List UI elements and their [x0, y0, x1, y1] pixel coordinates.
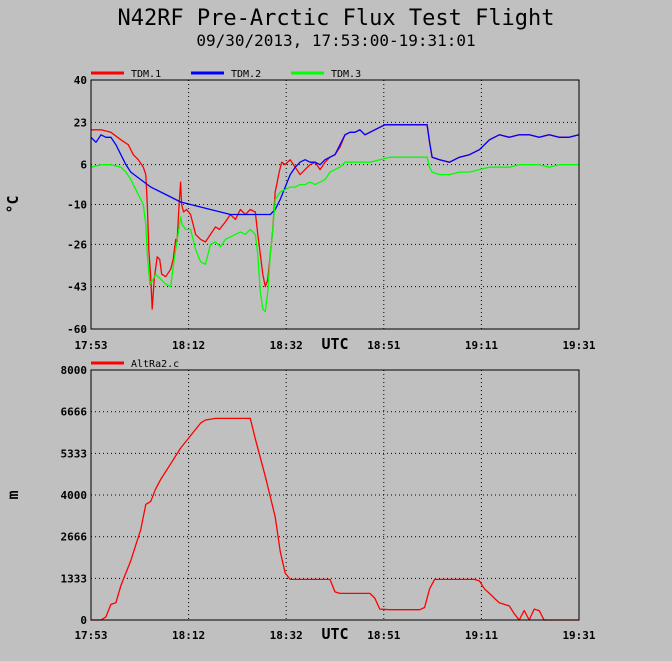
- y-tick-label: 8000: [61, 364, 88, 377]
- series-line-tdm-3: [90, 156, 579, 313]
- x-tick-label: 17:53: [74, 339, 107, 352]
- y-tick-label: -60: [67, 323, 87, 336]
- x-tick-label: 18:12: [172, 339, 205, 352]
- legend-label: TDM.3: [331, 69, 361, 80]
- x-tick-label: 19:31: [562, 339, 595, 352]
- series-line-tdm-2: [90, 124, 580, 216]
- x-axis-label: UTC: [321, 335, 348, 353]
- x-tick-label: 18:51: [367, 629, 400, 642]
- y-tick-label: -43: [67, 281, 87, 294]
- y-tick-label: 5333: [61, 447, 88, 460]
- y-tick-label: -10: [67, 199, 87, 212]
- y-tick-label: 4000: [61, 489, 88, 502]
- x-tick-label: 18:12: [172, 629, 205, 642]
- y-tick-label: 0: [80, 614, 87, 627]
- y-tick-label: 23: [74, 116, 87, 129]
- plot-frame: [90, 369, 580, 621]
- y-axis-label: m: [4, 490, 22, 499]
- chart-subtitle: 09/30/2013, 17:53:00-19:31:01: [196, 31, 475, 50]
- plot-frame: [90, 79, 580, 330]
- x-tick-label: 18:51: [367, 339, 400, 352]
- chart-title: N42RF Pre-Arctic Flux Test Flight: [117, 6, 554, 31]
- x-tick-label: 18:32: [270, 629, 303, 642]
- y-axis-label: °C: [4, 195, 22, 213]
- legend-label: TDM.2: [231, 69, 261, 80]
- y-tick-label: 6: [80, 159, 87, 172]
- x-tick-label: 19:11: [465, 629, 498, 642]
- series-line-altra2-c: [91, 417, 579, 621]
- legend-label: TDM.1: [131, 69, 161, 80]
- x-tick-label: 19:11: [465, 339, 498, 352]
- temperature-panel: 40 23 6 -10 -26 -43 -60 17:53 18:12 18:32 18:51 19:…: [4, 69, 596, 353]
- y-tick-label: 40: [74, 74, 87, 87]
- altitude-panel: 8000 6666 5333 4000 2666 1333 0 17:53 18:12 18:32…: [4, 359, 596, 643]
- y-tick-label: 1333: [61, 572, 88, 585]
- x-tick-label: 19:31: [562, 629, 595, 642]
- x-axis-label: UTC: [321, 625, 348, 643]
- y-tick-label: -26: [67, 238, 87, 251]
- y-tick-label: 2666: [61, 531, 88, 544]
- x-tick-label: 17:53: [74, 629, 107, 642]
- y-tick-label: 6666: [61, 406, 88, 419]
- legend-label: AltRa2.c: [131, 359, 179, 370]
- x-tick-label: 18:32: [270, 339, 303, 352]
